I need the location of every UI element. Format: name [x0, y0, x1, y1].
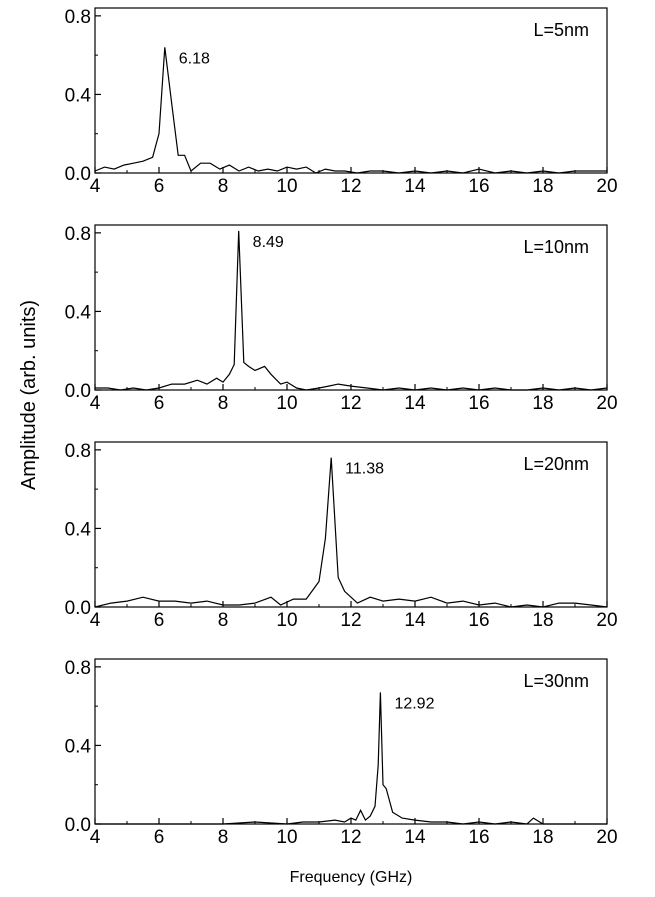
- panel-label: L=20nm: [523, 454, 589, 474]
- x-tick-label: 16: [468, 393, 489, 414]
- y-tick-label: 0.0: [65, 598, 91, 619]
- panel-label: L=30nm: [523, 671, 589, 691]
- series-line: [94, 47, 607, 174]
- series-line: [95, 230, 608, 391]
- plot-frame: [94, 7, 608, 174]
- x-tick-label: 6: [154, 827, 165, 848]
- x-tick-label: 4: [90, 610, 101, 631]
- x-tick-label: 20: [596, 827, 617, 848]
- x-tick-label: 20: [596, 610, 617, 631]
- chart-panel-4: 4 6 8 10 12 14 16 18 20 0.0 0.4 0.8 12.92 L=30nm: [65, 658, 618, 848]
- y-tick-label: 0.8: [65, 7, 91, 28]
- y-tick-label: 0.4: [65, 736, 92, 757]
- x-tick-label: 8: [218, 610, 229, 631]
- y-tick-label: 0.0: [65, 164, 91, 185]
- x-tick-label: 6: [154, 176, 165, 197]
- series-line: [94, 457, 608, 608]
- x-tick-label: 14: [404, 610, 426, 631]
- y-tick-label: 0.0: [65, 815, 91, 836]
- peak-label: 11.38: [345, 461, 384, 478]
- x-tick-label: 18: [532, 827, 553, 848]
- x-tick-label: 14: [404, 393, 426, 414]
- series-line: [95, 692, 607, 825]
- x-tick-label: 4: [90, 176, 101, 197]
- x-tick-label: 10: [276, 393, 297, 414]
- x-tick-label: 12: [340, 610, 361, 631]
- peak-label: 6.18: [179, 50, 210, 67]
- chart-panel-3: 4 6 8 10 12 14 16 18 20 0.0 0.4 0.8 11.38 L=20nm: [65, 441, 618, 631]
- y-tick-label: 0.4: [65, 85, 92, 106]
- x-tick-label: 14: [404, 176, 426, 197]
- x-tick-label: 12: [340, 176, 361, 197]
- y-tick-label: 0.4: [65, 519, 92, 540]
- x-tick-label: 18: [532, 393, 553, 414]
- y-tick-label: 0.8: [65, 658, 91, 679]
- panel-label: L=5nm: [533, 20, 589, 40]
- x-tick-label: 16: [468, 827, 489, 848]
- x-tick-label: 10: [276, 827, 297, 848]
- x-tick-label: 8: [218, 827, 229, 848]
- y-tick-label: 0.8: [65, 224, 91, 245]
- x-tick-label: 10: [276, 610, 297, 631]
- chart-panel-2: 4 6 8 10 12 14 16 18 20 0.0 0.4 0.8 8.49 L=10nm: [65, 224, 618, 414]
- x-tick-label: 14: [404, 827, 426, 848]
- chart-panel-1: 4 6 8 10 12 14 16 18 20 0.0 0.4 0.8 6.18 L=5nm: [65, 7, 618, 197]
- x-tick-label: 12: [340, 393, 361, 414]
- peak-label: 12.92: [394, 695, 434, 712]
- x-tick-label: 4: [90, 827, 101, 848]
- y-tick-label: 0.0: [65, 381, 91, 402]
- peak-label: 8.49: [253, 234, 284, 251]
- x-tick-label: 10: [276, 176, 297, 197]
- y-tick-label: 0.8: [65, 441, 91, 462]
- x-tick-label: 8: [218, 393, 229, 414]
- y-tick-label: 0.4: [65, 302, 92, 323]
- x-axis-label: Frequency (GHz): [290, 869, 413, 886]
- x-tick-label: 18: [532, 176, 553, 197]
- x-tick-label: 20: [596, 393, 617, 414]
- x-tick-label: 4: [90, 393, 101, 414]
- x-tick-label: 18: [532, 610, 553, 631]
- y-axis-label: Amplitude (arb. units): [18, 300, 40, 490]
- x-tick-label: 12: [340, 827, 361, 848]
- x-tick-label: 16: [468, 176, 489, 197]
- x-tick-label: 6: [154, 610, 165, 631]
- panel-label: L=10nm: [523, 237, 589, 257]
- x-tick-label: 8: [218, 176, 229, 197]
- x-tick-label: 16: [468, 610, 489, 631]
- x-tick-label: 6: [154, 393, 165, 414]
- x-tick-label: 20: [596, 176, 617, 197]
